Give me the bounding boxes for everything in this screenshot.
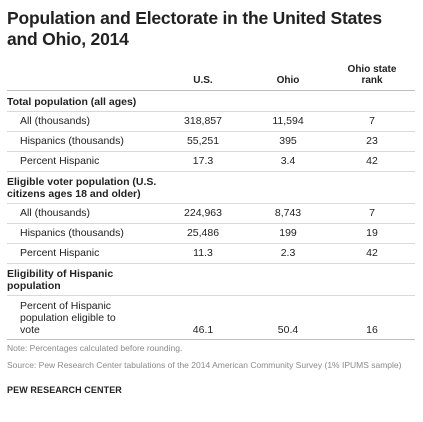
header-ohio: Ohio: [276, 75, 300, 86]
cell-rank: 7: [329, 111, 415, 132]
table-row: Hispanics (thousands) 55,251 395 23: [7, 131, 415, 152]
table-row: Hispanics (thousands) 25,486 199 19: [7, 223, 415, 244]
header-blank: [7, 64, 159, 91]
cell-us: 55,251: [159, 131, 247, 152]
cell-us: 17.3: [159, 151, 247, 172]
section-heading: Eligibility of Hispanic population: [7, 268, 114, 292]
cell-ohio: 199: [247, 223, 329, 244]
row-label: Hispanics (thousands): [7, 223, 159, 244]
cell-rank: 19: [329, 223, 415, 244]
cell-rank: 16: [329, 295, 415, 339]
source-note: Source: Pew Research Center tabulations …: [7, 360, 402, 370]
cell-rank: 42: [329, 243, 415, 264]
cell-rank: 42: [329, 151, 415, 172]
table-bottom-rule: [7, 339, 415, 340]
cell-ohio: 50.4: [247, 295, 329, 339]
row-label: Hispanics (thousands): [7, 131, 159, 152]
section-heading-row: Eligibility of Hispanic population: [7, 263, 415, 296]
table-row: All (thousands) 224,963 8,743 7: [7, 203, 415, 224]
section-heading-row: Eligible voter population (U.S. citizens…: [7, 171, 415, 204]
header-us: U.S.: [193, 75, 213, 86]
header-rank-label: Ohio state rank: [347, 64, 397, 86]
cell-ohio: 11,594: [247, 111, 329, 132]
cell-rank: 7: [329, 203, 415, 224]
cell-ohio: 3.4: [247, 151, 329, 172]
cell-us: 25,486: [159, 223, 247, 244]
table-row: Percent Hispanic 17.3 3.4 42: [7, 151, 415, 172]
row-label: All (thousands): [7, 203, 159, 224]
row-label: Percent of Hispanic population eligible …: [20, 300, 116, 336]
header-rank: Ohio state rank: [329, 64, 415, 91]
footnote: Note: Percentages calculated before roun…: [7, 343, 183, 353]
section-heading: Eligible voter population (U.S. citizens…: [7, 176, 157, 200]
cell-ohio: 2.3: [247, 243, 329, 264]
section-heading: Total population (all ages): [7, 90, 415, 112]
cell-us: 224,963: [159, 203, 247, 224]
brand-wordmark: PEW RESEARCH CENTER: [7, 385, 122, 395]
table-row: Percent Hispanic 11.3 2.3 42: [7, 243, 415, 264]
row-label: All (thousands): [7, 111, 159, 132]
data-table: U.S. Ohio Ohio state rank Total populati…: [7, 64, 415, 339]
row-label: Percent Hispanic: [7, 151, 159, 172]
cell-ohio: 8,743: [247, 203, 329, 224]
cell-us: 318,857: [159, 111, 247, 132]
cell-us: 46.1: [159, 295, 247, 339]
page-title: Population and Electorate in the United …: [7, 8, 382, 49]
table-row: Percent of Hispanic population eligible …: [7, 295, 415, 339]
row-label: Percent Hispanic: [7, 243, 159, 264]
cell-us: 11.3: [159, 243, 247, 264]
cell-rank: 23: [329, 131, 415, 152]
section-heading-row: Total population (all ages): [7, 90, 415, 112]
cell-ohio: 395: [247, 131, 329, 152]
table-header-row: U.S. Ohio Ohio state rank: [7, 64, 415, 91]
table-row: All (thousands) 318,857 11,594 7: [7, 111, 415, 132]
